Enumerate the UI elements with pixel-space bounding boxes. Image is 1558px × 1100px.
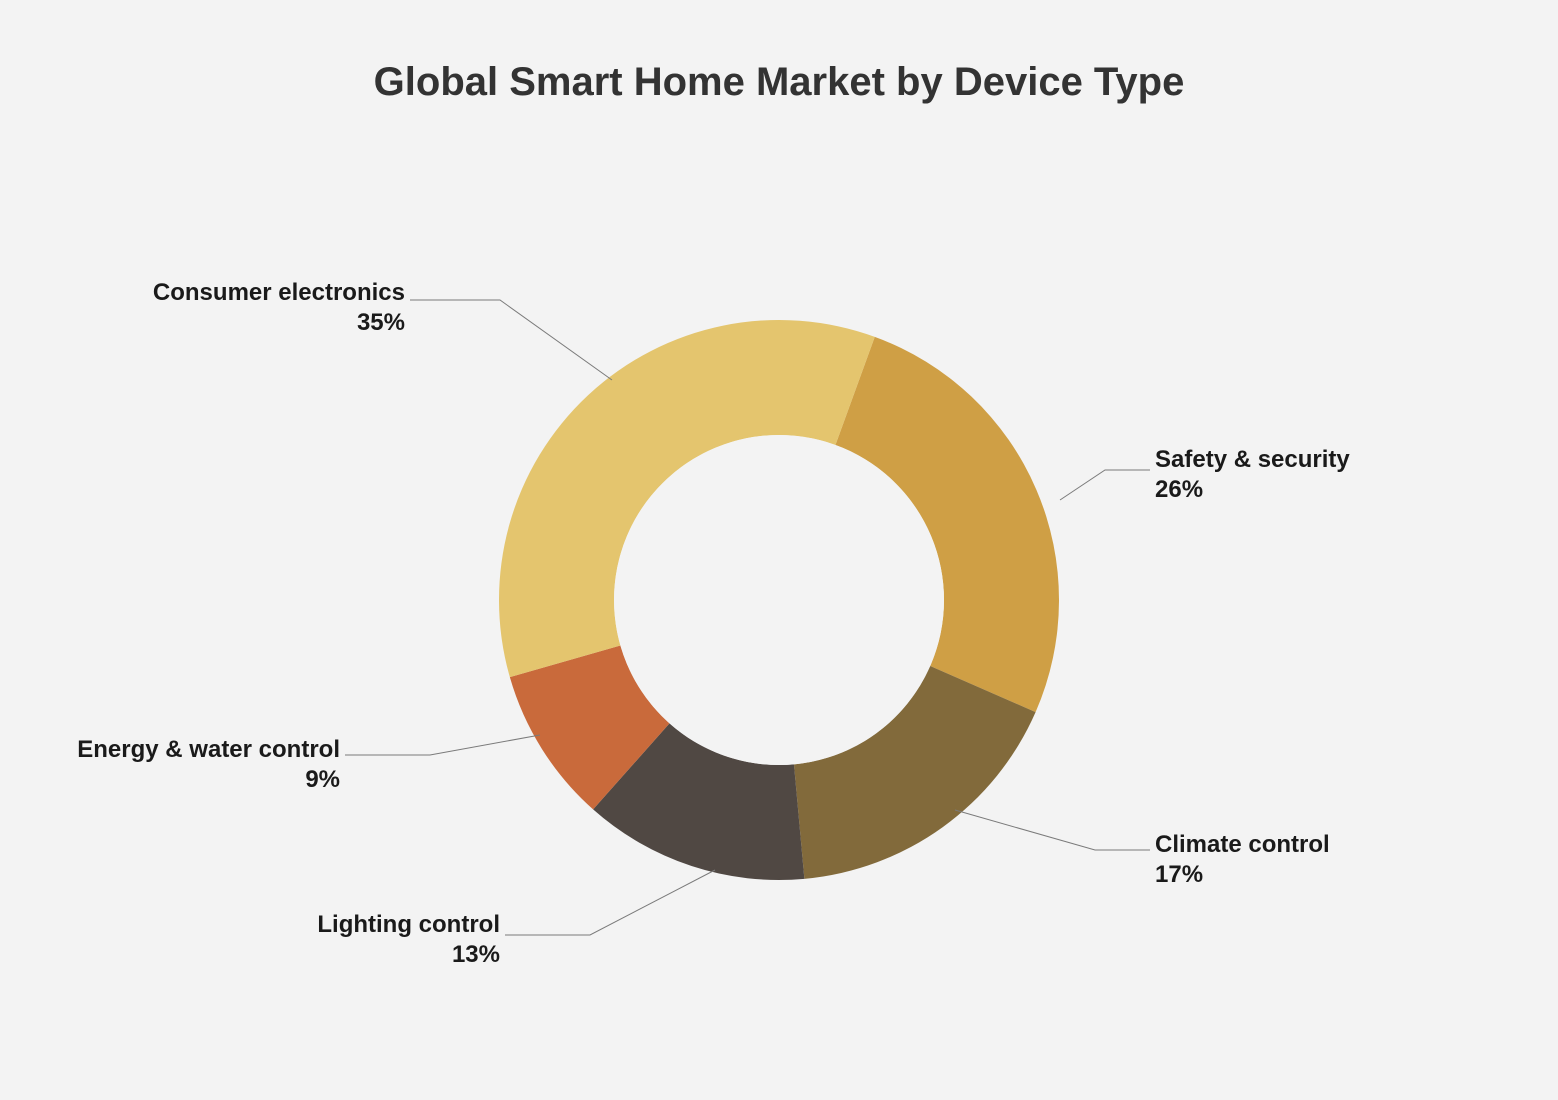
slice-label-value: 13% [452,941,500,968]
slice-label-text: Consumer electronics [153,279,405,306]
slice-label-value: 17% [1155,861,1203,888]
slice-label-text: Climate control [1155,831,1330,858]
slice-label-0: Safety & security 26% [1155,445,1350,505]
leader-line-2 [505,870,715,935]
slice-label-value: 9% [305,766,340,793]
slice-label-value: 26% [1155,476,1203,503]
slice-label-text: Safety & security [1155,446,1350,473]
leader-line-3 [345,735,540,755]
chart-title: Global Smart Home Market by Device Type [0,60,1558,105]
leader-line-4 [410,300,612,380]
donut-hole [614,435,944,765]
donut-chart [0,0,1558,1100]
leader-line-1 [955,810,1150,850]
slice-label-value: 35% [357,309,405,336]
chart-container: Global Smart Home Market by Device Type … [0,0,1558,1100]
slice-label-2: Lighting control 13% [317,910,500,970]
slice-label-text: Lighting control [317,911,500,938]
slice-label-text: Energy & water control [77,736,340,763]
slice-label-4: Consumer electronics 35% [153,278,405,338]
slice-label-1: Climate control 17% [1155,830,1330,890]
slice-label-3: Energy & water control 9% [77,735,340,795]
leader-line-0 [1060,470,1150,500]
